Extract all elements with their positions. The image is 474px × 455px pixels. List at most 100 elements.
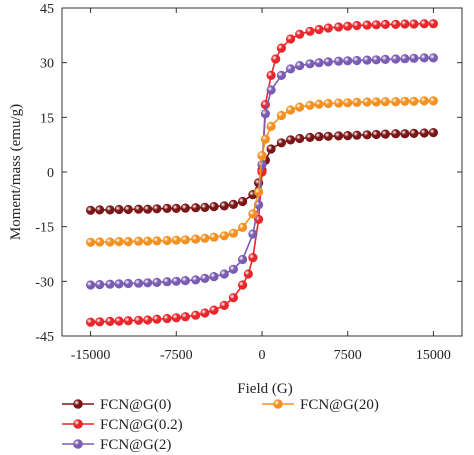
data-point <box>114 204 124 215</box>
data-point <box>219 269 229 279</box>
data-point <box>334 131 344 141</box>
data-point <box>286 135 296 145</box>
data-point <box>334 22 344 32</box>
data-point <box>323 57 333 67</box>
data-point <box>85 237 96 247</box>
data-point <box>428 128 439 138</box>
data-point <box>371 129 381 140</box>
data-point <box>400 96 410 106</box>
data-point <box>260 109 271 119</box>
data-point <box>428 96 439 106</box>
data-point <box>286 64 296 74</box>
data-point <box>409 53 419 63</box>
data-point <box>257 151 267 161</box>
data-point <box>114 316 124 326</box>
data-point <box>191 203 201 213</box>
data-point <box>152 314 162 324</box>
data-point <box>219 201 229 211</box>
x-tick-label: 7500 <box>334 348 362 363</box>
data-point <box>191 310 201 320</box>
data-point <box>248 253 258 263</box>
legend-item: FCN@G(0.2) <box>62 417 183 433</box>
data-point <box>238 254 248 265</box>
data-point <box>400 129 410 139</box>
data-point <box>276 110 287 121</box>
data-point <box>323 98 333 109</box>
data-point <box>248 229 258 239</box>
data-point <box>323 131 333 141</box>
data-point <box>266 85 276 95</box>
data-point <box>343 56 353 66</box>
data-point <box>295 133 305 144</box>
data-point <box>276 43 287 53</box>
data-point <box>343 131 353 141</box>
data-point <box>266 121 276 131</box>
data-point <box>323 23 333 33</box>
data-point <box>85 317 96 327</box>
data-point <box>428 53 439 63</box>
y-axis-title: Moment/mass (emu/g) <box>8 104 24 240</box>
data-point <box>209 232 219 242</box>
data-point <box>200 233 210 243</box>
data-point <box>143 315 153 325</box>
legend-label: FCN@G(0.2) <box>100 417 183 433</box>
data-point <box>162 235 172 246</box>
data-point <box>295 60 305 71</box>
data-point <box>295 29 305 39</box>
data-point <box>209 202 219 212</box>
data-point <box>428 19 439 29</box>
data-point <box>228 199 238 209</box>
data-point <box>180 312 190 322</box>
data-point <box>134 204 144 214</box>
data-point <box>219 300 229 311</box>
data-point <box>305 59 315 69</box>
data-point <box>391 129 401 139</box>
data-point <box>400 19 410 29</box>
y-tick-label: 45 <box>40 2 54 17</box>
data-point <box>209 305 219 315</box>
data-point <box>419 19 429 29</box>
data-point <box>95 317 105 327</box>
data-point <box>305 100 315 110</box>
data-point <box>352 130 362 140</box>
legend: FCN@G(0) FCN@G(0.2) FCN@G(2) FCN@G(20) <box>62 397 379 453</box>
legend-marker <box>73 399 83 409</box>
data-point <box>105 279 115 289</box>
y-tick-label: -15 <box>35 221 54 236</box>
y-tick-label: 0 <box>47 166 54 181</box>
data-point <box>334 56 344 66</box>
data-point <box>228 264 238 274</box>
data-point <box>209 272 219 282</box>
data-point <box>162 313 172 324</box>
data-point <box>362 20 372 30</box>
data-point <box>248 209 258 219</box>
data-point <box>162 277 172 287</box>
data-point <box>243 269 253 279</box>
data-point <box>200 308 210 318</box>
legend-item: FCN@G(0) <box>62 397 171 413</box>
data-point <box>266 144 276 154</box>
legend-marker <box>73 419 83 429</box>
data-point <box>134 278 144 288</box>
data-point <box>362 130 372 140</box>
data-point <box>343 98 353 108</box>
data-point <box>380 129 391 139</box>
data-point <box>171 276 181 286</box>
y-tick-label: -30 <box>35 275 54 290</box>
legend-label: FCN@G(2) <box>100 437 171 453</box>
data-point <box>105 205 115 215</box>
data-point <box>171 313 181 323</box>
data-point <box>409 128 419 138</box>
data-point <box>123 237 133 247</box>
data-point <box>238 222 248 232</box>
data-point <box>180 235 190 245</box>
data-point <box>105 316 115 327</box>
data-point <box>123 204 133 215</box>
data-point <box>266 70 276 80</box>
data-point <box>95 205 105 215</box>
data-point <box>143 278 153 288</box>
legend-marker <box>73 439 83 449</box>
data-point <box>391 19 401 29</box>
data-point <box>305 132 315 142</box>
x-axis-title: Field (G) <box>237 381 292 397</box>
